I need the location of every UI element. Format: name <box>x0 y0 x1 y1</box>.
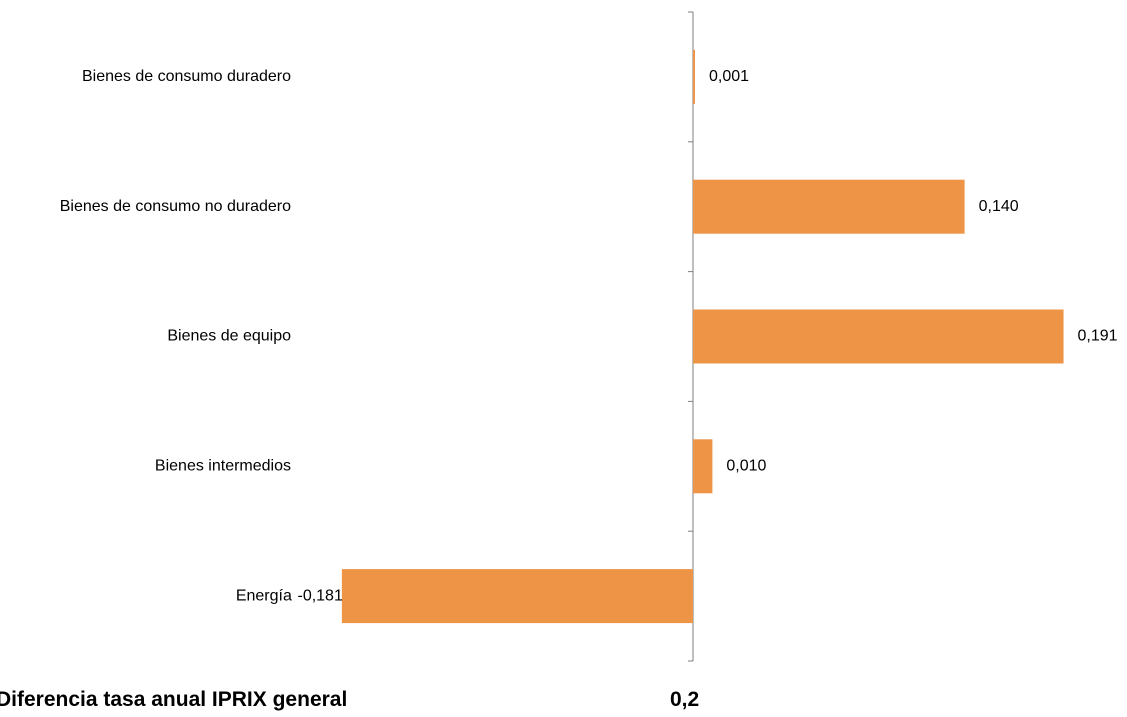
category-label: Bienes de consumo no duradero <box>60 198 291 215</box>
data-label: 0,001 <box>709 68 749 85</box>
bar <box>341 569 693 624</box>
bar <box>693 309 1064 364</box>
bar <box>693 49 695 104</box>
footer-label: Diferencia tasa anual IPRIX general <box>0 688 348 711</box>
category-label: Energía <box>236 587 292 604</box>
footer-value: 0,2 <box>670 688 700 711</box>
category-label: Bienes intermedios <box>155 458 291 475</box>
bar <box>693 179 965 234</box>
data-label: -0,181 <box>297 587 342 604</box>
bar <box>693 439 713 494</box>
data-label: 0,010 <box>726 458 766 475</box>
category-label: Bienes de equipo <box>167 328 291 345</box>
category-label: Bienes de consumo duradero <box>82 68 291 85</box>
data-label: 0,140 <box>979 198 1019 215</box>
data-label: 0,191 <box>1078 328 1118 345</box>
